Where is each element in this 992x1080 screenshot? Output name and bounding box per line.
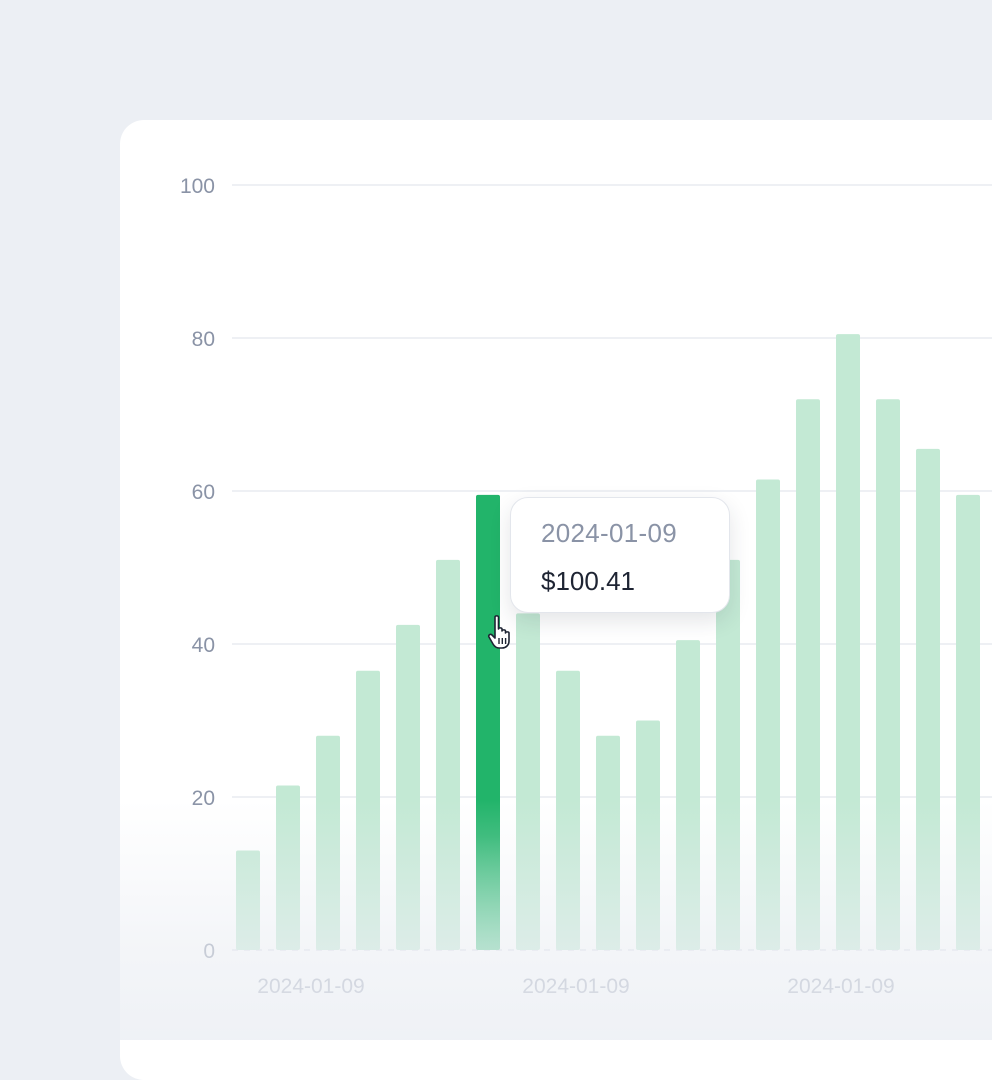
bar[interactable] bbox=[876, 399, 900, 950]
tooltip-date: 2024-01-09 bbox=[541, 518, 677, 548]
tooltip-value: $100.41 bbox=[541, 566, 635, 596]
y-tick-label: 40 bbox=[192, 634, 215, 657]
x-tick-label: 2024-01-09 bbox=[522, 975, 629, 998]
x-tick-label: 2024-01-09 bbox=[787, 975, 894, 998]
bar[interactable] bbox=[796, 399, 820, 950]
bar[interactable] bbox=[716, 559, 740, 950]
bar[interactable] bbox=[916, 448, 940, 950]
y-tick-label: 20 bbox=[192, 787, 215, 810]
bar[interactable] bbox=[236, 850, 260, 950]
bar[interactable] bbox=[956, 494, 980, 950]
y-tick-label: 80 bbox=[192, 328, 215, 351]
bar[interactable] bbox=[356, 670, 380, 950]
bar[interactable] bbox=[756, 479, 780, 950]
y-tick-label: 100 bbox=[180, 175, 215, 198]
bar[interactable] bbox=[836, 334, 860, 950]
bar[interactable] bbox=[316, 735, 340, 950]
x-tick-label: 2024-01-09 bbox=[257, 975, 364, 998]
bar[interactable] bbox=[636, 720, 660, 951]
bar[interactable] bbox=[556, 670, 580, 950]
bar[interactable] bbox=[516, 613, 540, 950]
bar[interactable] bbox=[396, 624, 420, 950]
bar[interactable] bbox=[676, 640, 700, 950]
bar[interactable] bbox=[436, 559, 460, 950]
hand-pointer-icon bbox=[487, 615, 510, 649]
y-tick-label: 60 bbox=[192, 481, 215, 504]
bar[interactable] bbox=[276, 785, 300, 950]
bar[interactable] bbox=[596, 735, 620, 950]
chart-tooltip: 2024-01-09 $100.41 bbox=[510, 497, 730, 613]
bar-highlighted[interactable] bbox=[476, 494, 500, 950]
y-tick-label: 0 bbox=[203, 940, 215, 963]
